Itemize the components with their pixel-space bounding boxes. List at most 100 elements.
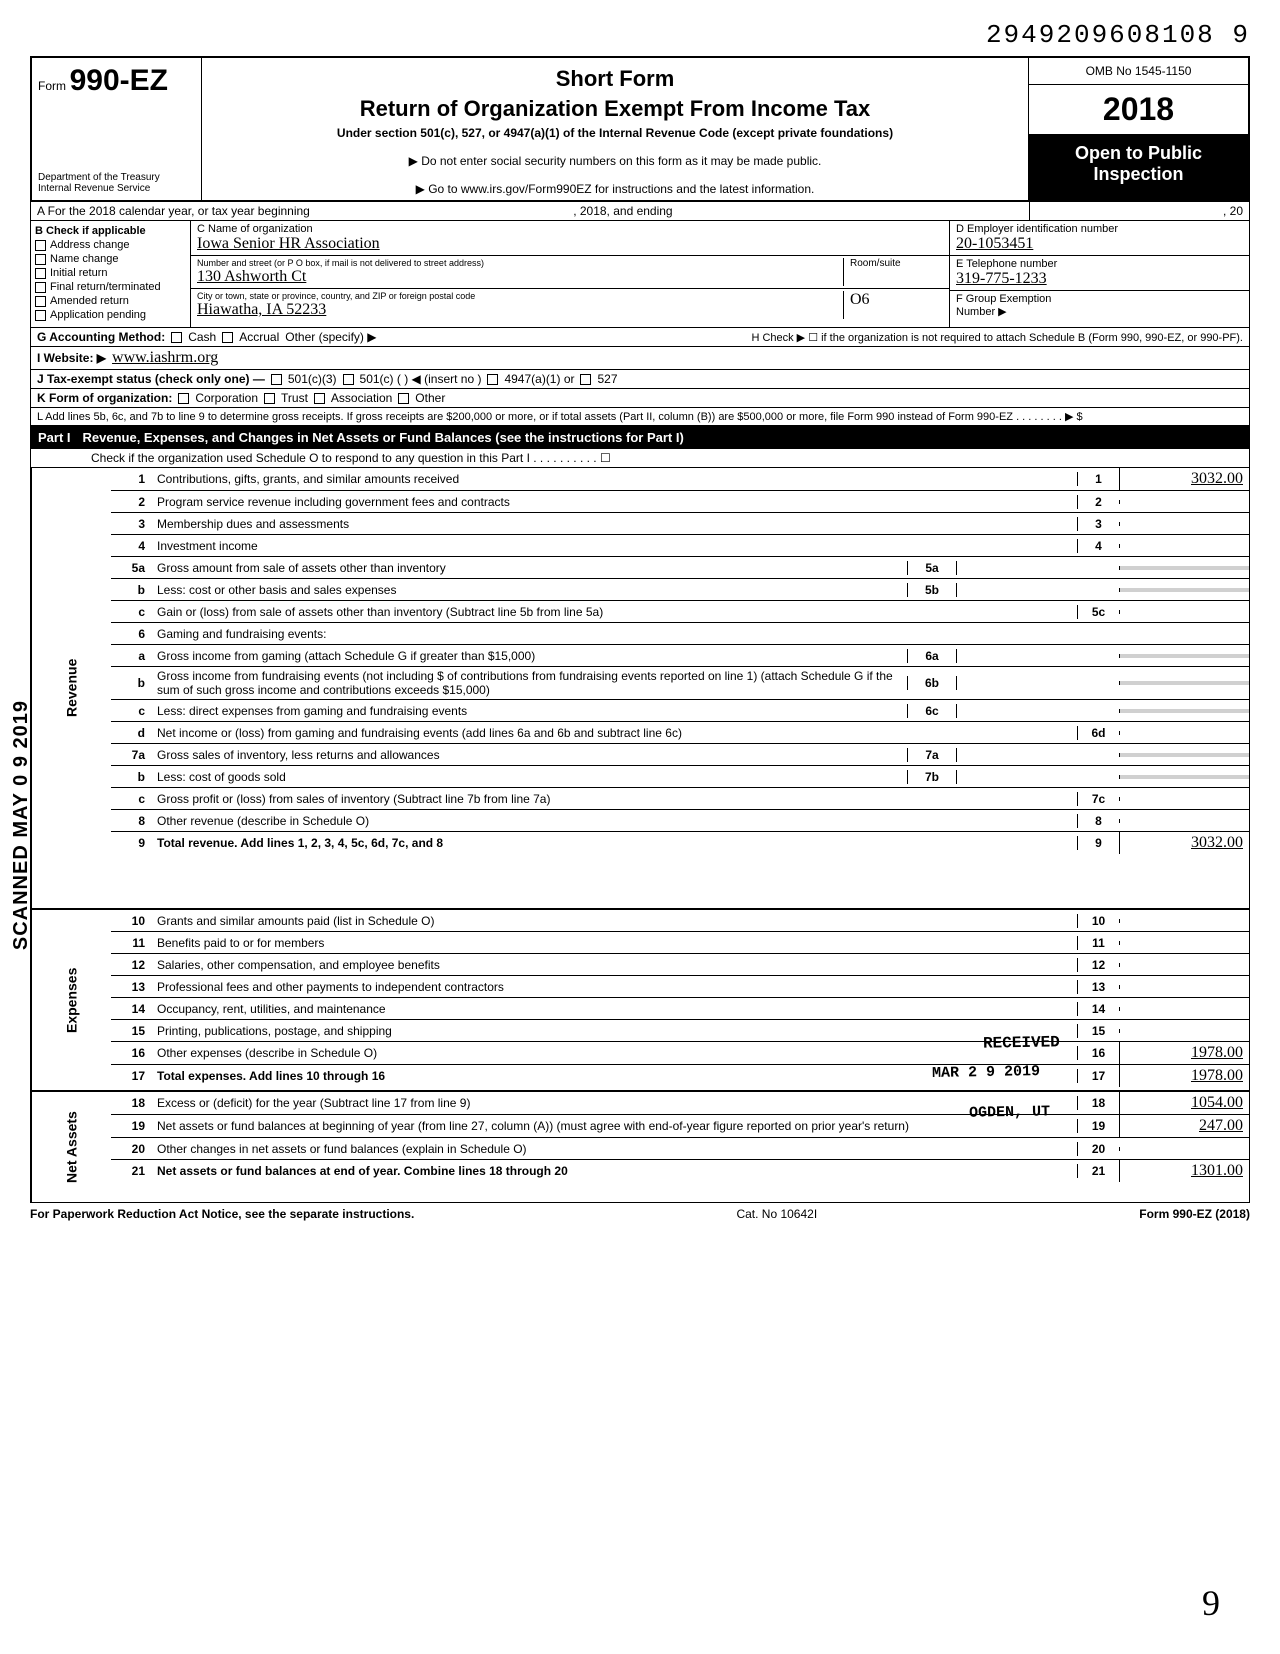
line-amount[interactable] (1119, 731, 1249, 735)
line-number: 5a (111, 561, 153, 575)
mid-box: 6b (907, 676, 957, 690)
line-text: Net assets or fund balances at beginning… (153, 1117, 1077, 1135)
phone-value[interactable]: 319-775-1233 (956, 270, 1243, 288)
chk-accrual[interactable] (222, 332, 233, 343)
form-line-b: bLess: cost of goods sold7b (111, 766, 1249, 788)
main-title: Return of Organization Exempt From Incom… (212, 96, 1018, 122)
line-amount[interactable] (1119, 819, 1249, 823)
org-name-value[interactable]: Iowa Senior HR Association (197, 235, 943, 253)
ein-value[interactable]: 20-1053451 (956, 235, 1243, 253)
chk-other[interactable] (398, 393, 409, 404)
line-text: Gaming and fundraising events: (153, 625, 1249, 643)
section-c: C Name of organization Iowa Senior HR As… (191, 221, 949, 327)
chk-final-return[interactable]: Final return/terminated (35, 281, 186, 293)
form-line-14: 14Occupancy, rent, utilities, and mainte… (111, 998, 1249, 1020)
org-name-label: C Name of organization (197, 223, 943, 235)
line-box: 8 (1077, 814, 1119, 828)
line-amount[interactable] (1119, 500, 1249, 504)
form-line-d: dNet income or (loss) from gaming and fu… (111, 722, 1249, 744)
form-line-b: bGross income from fundraising events (n… (111, 667, 1249, 700)
short-form-title: Short Form (212, 66, 1018, 92)
line-number: 11 (111, 936, 153, 950)
line-number: b (111, 583, 153, 597)
line-amount[interactable] (1119, 941, 1249, 945)
chk-501c[interactable] (343, 374, 354, 385)
line-box: 3 (1077, 517, 1119, 531)
line-amount[interactable] (1119, 544, 1249, 548)
line-text: Less: direct expenses from gaming and fu… (153, 702, 907, 720)
chk-application-pending[interactable]: Application pending (35, 309, 186, 321)
notice-1: ▶ Do not enter social security numbers o… (212, 154, 1018, 168)
line-text: Net assets or fund balances at end of ye… (153, 1162, 1077, 1180)
chk-name-change[interactable]: Name change (35, 253, 186, 265)
line-amount[interactable]: 247.00 (1119, 1115, 1249, 1137)
line-amount[interactable]: 1978.00 (1119, 1065, 1249, 1087)
shaded-amt (1119, 566, 1249, 570)
line-amount[interactable] (1119, 1147, 1249, 1151)
line-amount[interactable] (1119, 1029, 1249, 1033)
line-text: Net income or (loss) from gaming and fun… (153, 724, 1077, 742)
room-value[interactable]: O6 (850, 291, 943, 309)
line-amount[interactable]: 1301.00 (1119, 1160, 1249, 1182)
revenue-label: Revenue (31, 468, 111, 908)
chk-cash[interactable] (171, 332, 182, 343)
line-amount[interactable]: 1978.00 (1119, 1042, 1249, 1064)
open-public-badge: Open to Public Inspection (1029, 135, 1248, 200)
line-text: Membership dues and assessments (153, 515, 1077, 533)
line-amount[interactable] (1119, 919, 1249, 923)
line-amount[interactable] (1119, 610, 1249, 614)
form-line-21: 21Net assets or fund balances at end of … (111, 1160, 1249, 1182)
phone-label: E Telephone number (956, 258, 1243, 270)
line-text: Gross income from gaming (attach Schedul… (153, 647, 907, 665)
department-label: Department of the Treasury Internal Reve… (38, 172, 195, 194)
line-number: b (111, 676, 153, 690)
line-amount[interactable] (1119, 985, 1249, 989)
identity-box: B Check if applicable Address change Nam… (30, 221, 1250, 328)
form-line-11: 11Benefits paid to or for members11 (111, 932, 1249, 954)
part-1-label: Part I (38, 430, 71, 445)
addr-value[interactable]: 130 Ashworth Ct (197, 268, 843, 286)
city-value[interactable]: Hiawatha, IA 52233 (197, 301, 843, 319)
subtitle: Under section 501(c), 527, or 4947(a)(1)… (212, 126, 1018, 140)
chk-initial-return[interactable]: Initial return (35, 267, 186, 279)
chk-4947a1[interactable] (487, 374, 498, 385)
header-left: Form 990-EZ Department of the Treasury I… (32, 58, 202, 200)
date-stamp: MAR 2 9 2019 (922, 1059, 1050, 1086)
line-text: Other expenses (describe in Schedule O) (153, 1044, 1077, 1062)
website-value[interactable]: www.iashrm.org (112, 349, 218, 367)
line-amount[interactable]: 1054.00 (1119, 1092, 1249, 1114)
line-box: 13 (1077, 980, 1119, 994)
form-label: Form (38, 79, 66, 93)
chk-trust[interactable] (264, 393, 275, 404)
line-text: Grants and similar amounts paid (list in… (153, 912, 1077, 930)
chk-501c3[interactable] (271, 374, 282, 385)
chk-amended-return[interactable]: Amended return (35, 295, 186, 307)
line-amount[interactable]: 3032.00 (1119, 832, 1249, 854)
chk-association[interactable] (314, 393, 325, 404)
line-number: d (111, 726, 153, 740)
shaded-amt (1119, 654, 1249, 658)
line-amount[interactable]: 3032.00 (1119, 468, 1249, 490)
form-line-c: cGross profit or (loss) from sales of in… (111, 788, 1249, 810)
line-amount[interactable] (1119, 797, 1249, 801)
line-box: 1 (1077, 472, 1119, 486)
line-number: 19 (111, 1119, 153, 1133)
form-line-2: 2Program service revenue including gover… (111, 491, 1249, 513)
form-line-6: 6Gaming and fundraising events: (111, 623, 1249, 645)
form-line-10: 10Grants and similar amounts paid (list … (111, 910, 1249, 932)
shaded-amt (1119, 753, 1249, 757)
line-box: 10 (1077, 914, 1119, 928)
line-amount[interactable] (1119, 522, 1249, 526)
chk-address-change[interactable]: Address change (35, 239, 186, 251)
chk-corporation[interactable] (178, 393, 189, 404)
notice-2: ▶ Go to www.irs.gov/Form990EZ for instru… (212, 182, 1018, 196)
form-line-13: 13Professional fees and other payments t… (111, 976, 1249, 998)
line-amount[interactable] (1119, 963, 1249, 967)
shaded-amt (1119, 588, 1249, 592)
website-label: I Website: ▶ (37, 351, 106, 365)
line-amount[interactable] (1119, 1007, 1249, 1011)
line-text: Occupancy, rent, utilities, and maintena… (153, 1000, 1077, 1018)
line-text: Other changes in net assets or fund bala… (153, 1140, 1077, 1158)
chk-527[interactable] (580, 374, 591, 385)
line-text: Less: cost or other basis and sales expe… (153, 581, 907, 599)
